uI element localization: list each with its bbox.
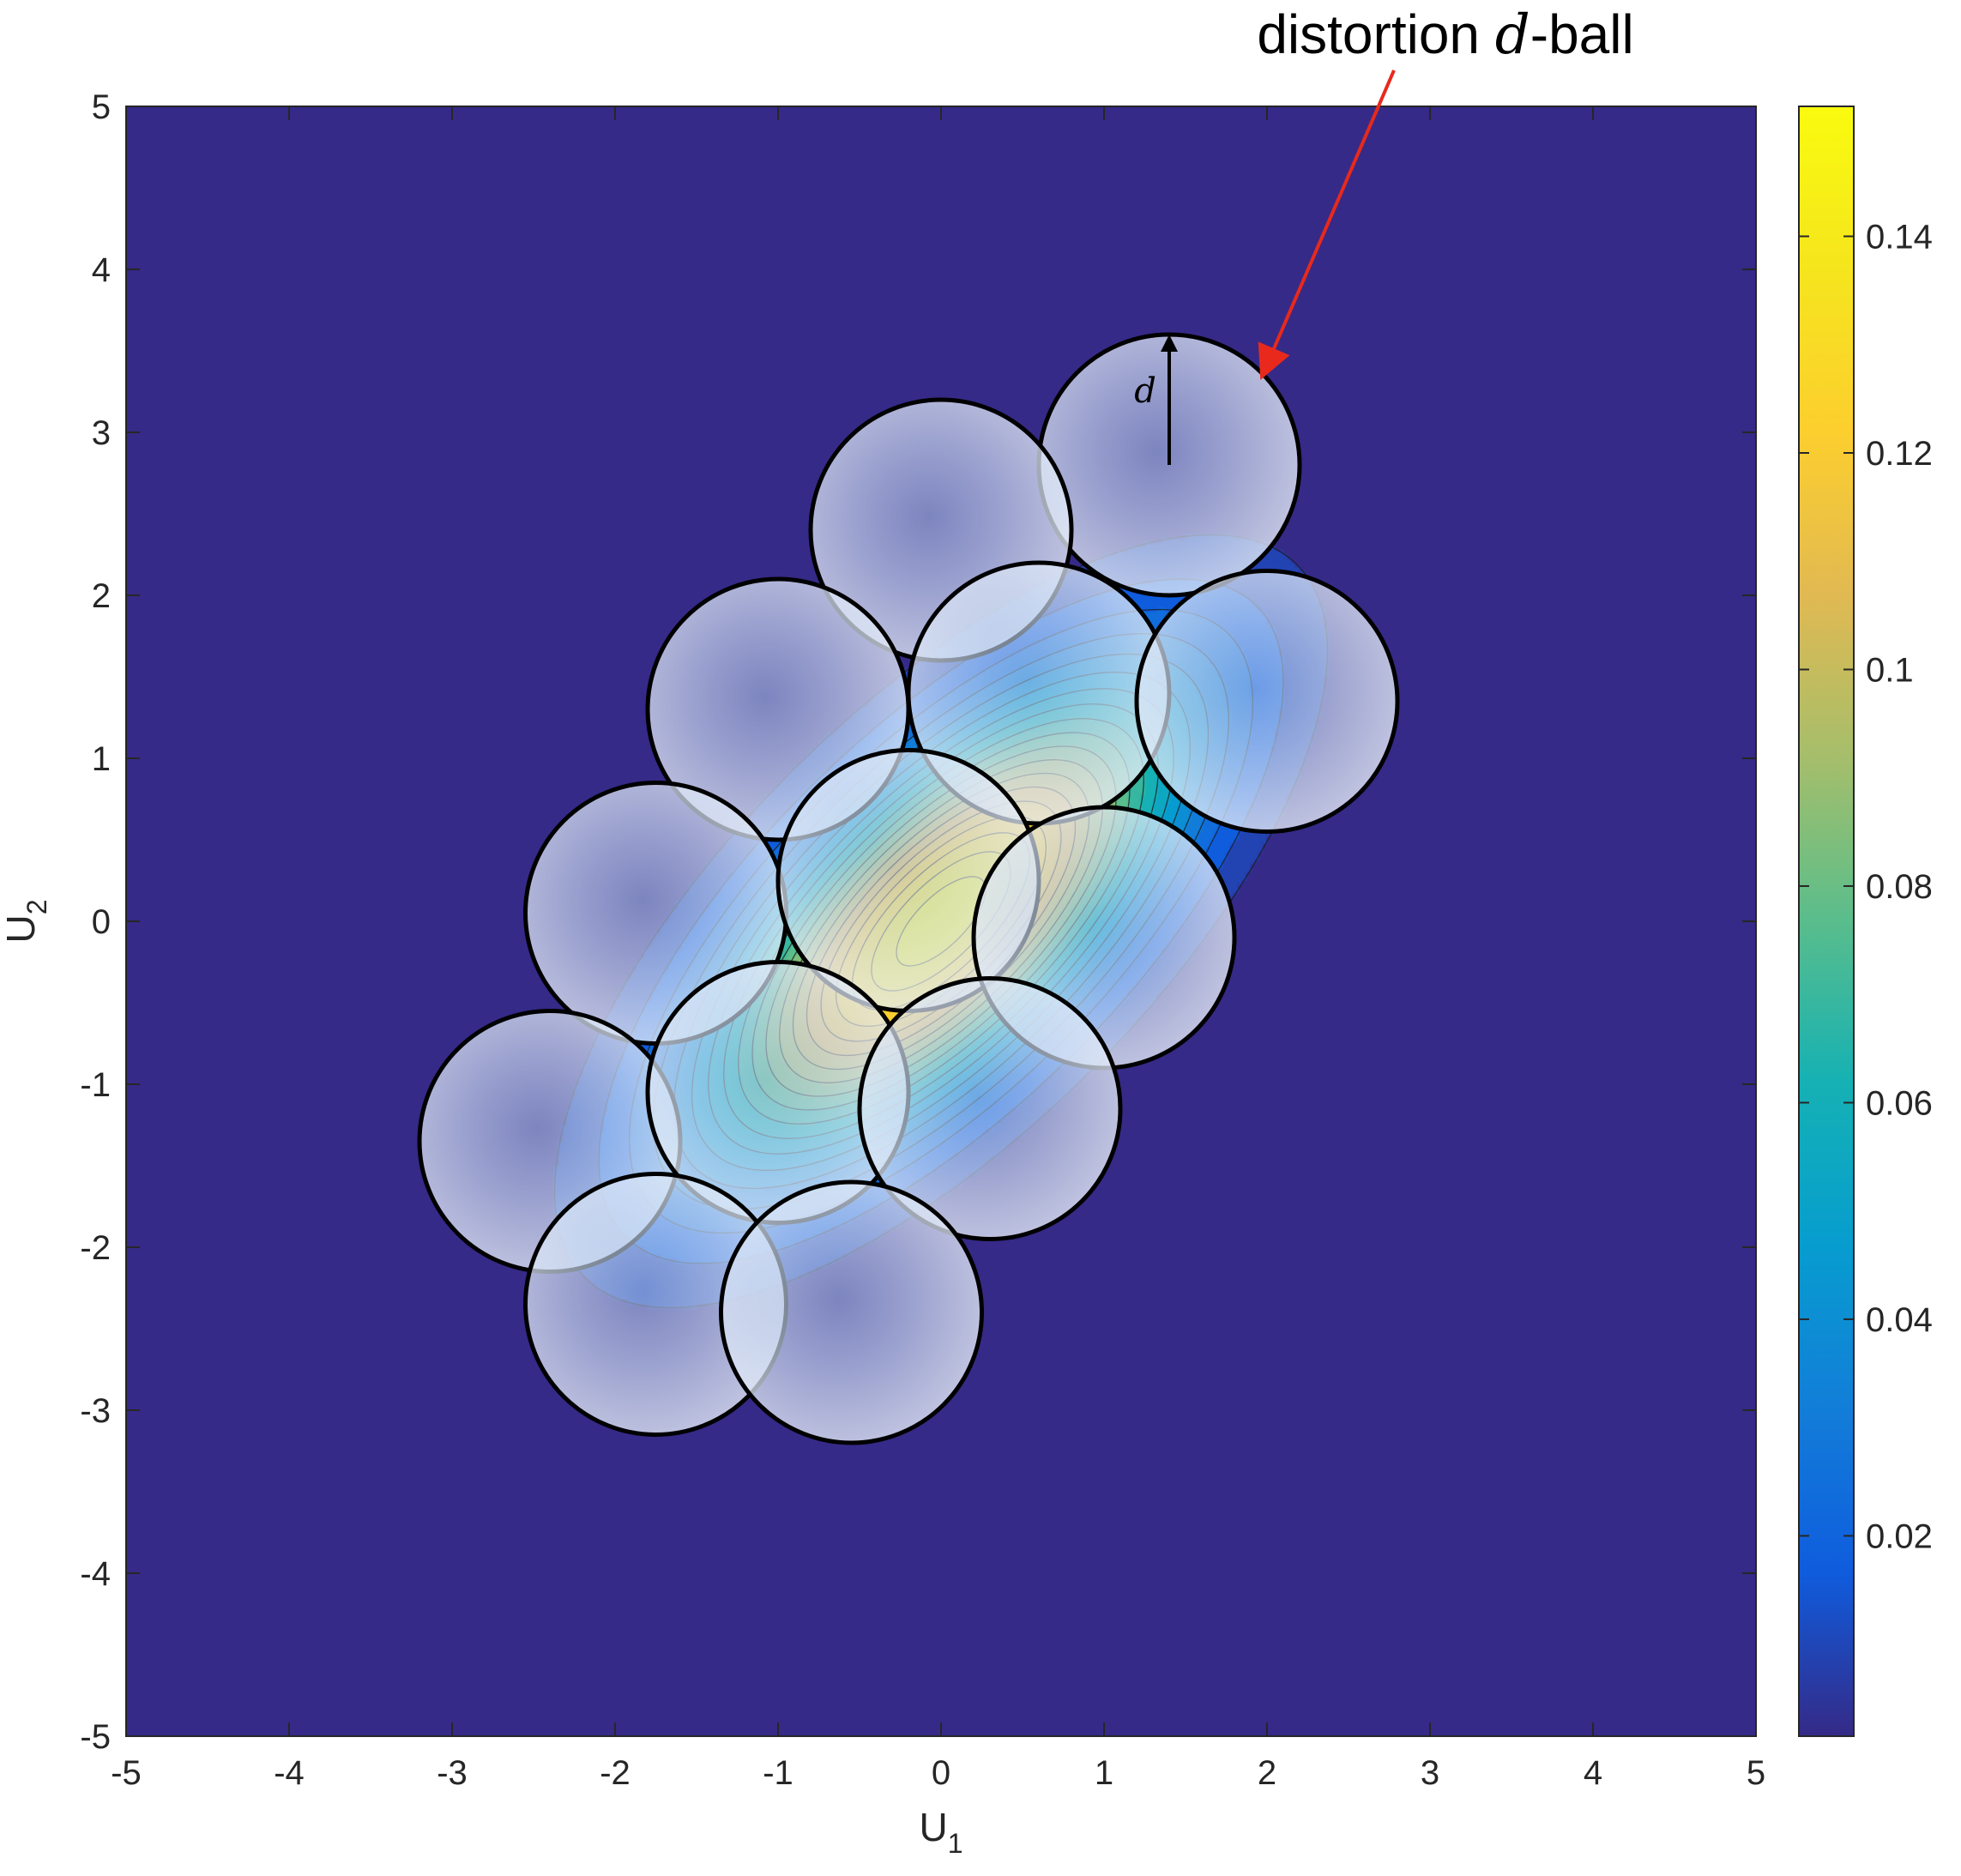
x-axis-ticks: -5 -4 -3 -2 -1 0 1 2 3 4 5 — [111, 106, 1765, 1792]
x-axis-label: U1 — [919, 1805, 962, 1859]
x-tick-label: -2 — [600, 1754, 631, 1792]
annotation-text: distortion d-ball — [1257, 3, 1633, 67]
colorbar-gradient — [1798, 106, 1855, 1737]
y-tick-label: 1 — [92, 740, 111, 778]
y-tick-label: 2 — [92, 577, 111, 615]
y-tick-label: 0 — [92, 903, 111, 941]
colorbar-tick-label: 0.1 — [1866, 651, 1914, 689]
colorbar-ticks: 0.02 0.04 0.06 0.08 0.1 0.12 0.14 — [1799, 218, 1933, 1555]
colorbar-tick-label: 0.02 — [1866, 1517, 1933, 1555]
colorbar-tick-label: 0.12 — [1866, 435, 1933, 473]
y-axis-label: U2 — [0, 899, 52, 943]
y-tick-label: -1 — [80, 1066, 111, 1104]
x-tick-label: 0 — [932, 1754, 950, 1792]
y-tick-label: 4 — [92, 251, 111, 289]
y-tick-label: -3 — [80, 1392, 111, 1430]
x-tick-label: 4 — [1584, 1754, 1602, 1792]
axes: -5 -4 -3 -2 -1 0 1 2 3 4 5 -5 -4 -3 -2 -1 0 1 2 3 4 5 U1 U2 — [0, 88, 1765, 1859]
x-tick-label: 3 — [1421, 1754, 1439, 1792]
x-tick-label: 5 — [1747, 1754, 1765, 1792]
y-axis-ticks: -5 -4 -3 -2 -1 0 1 2 3 4 5 — [80, 88, 1756, 1756]
x-tick-label: -3 — [437, 1754, 468, 1792]
distortion-ball — [719, 1179, 984, 1445]
colorbar-tick-label: 0.08 — [1866, 868, 1933, 906]
colorbar-tick-label: 0.04 — [1866, 1301, 1933, 1339]
distortion-ball — [857, 976, 1123, 1241]
distortion-ball — [1134, 569, 1400, 834]
y-tick-label: -2 — [80, 1229, 111, 1267]
x-tick-label: 2 — [1258, 1754, 1276, 1792]
radius-arrow-head — [1161, 335, 1178, 352]
x-tick-label: -5 — [111, 1754, 142, 1792]
colorbar: 0.02 0.04 0.06 0.08 0.1 0.12 0.14 — [1798, 106, 1933, 1737]
colorbar-tick-label: 0.14 — [1866, 218, 1933, 256]
annotation: distortion d-ball — [1257, 3, 1634, 380]
y-tick-label: -4 — [80, 1555, 111, 1593]
y-tick-label: -5 — [80, 1718, 111, 1756]
colorbar-tick-label: 0.06 — [1866, 1084, 1933, 1122]
y-tick-label: 3 — [92, 414, 111, 452]
radius-label: d — [1134, 371, 1156, 411]
distortion-balls: d — [417, 332, 1400, 1445]
x-tick-label: 1 — [1095, 1754, 1113, 1792]
plot-area: d — [125, 106, 1757, 1737]
x-tick-label: -4 — [274, 1754, 305, 1792]
annotation-arrow — [1258, 69, 1396, 380]
y-tick-label: 5 — [92, 88, 111, 126]
x-tick-label: -1 — [763, 1754, 793, 1792]
